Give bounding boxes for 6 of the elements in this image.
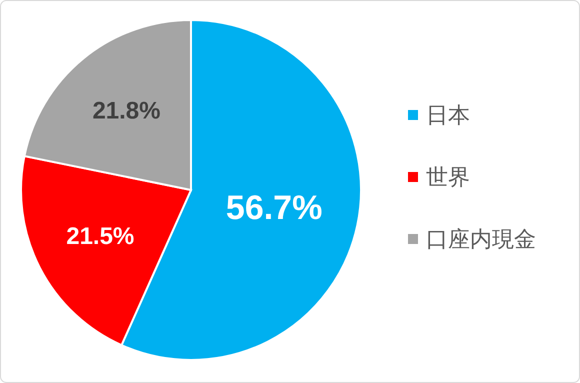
legend-label: 口座内現金 bbox=[426, 226, 536, 252]
data-label: 21.5% bbox=[66, 223, 134, 250]
legend-label: 世界 bbox=[426, 164, 470, 190]
legend-label: 日本 bbox=[426, 102, 470, 128]
data-label: 21.8% bbox=[92, 98, 161, 124]
data-label: 56.7% bbox=[226, 188, 322, 227]
